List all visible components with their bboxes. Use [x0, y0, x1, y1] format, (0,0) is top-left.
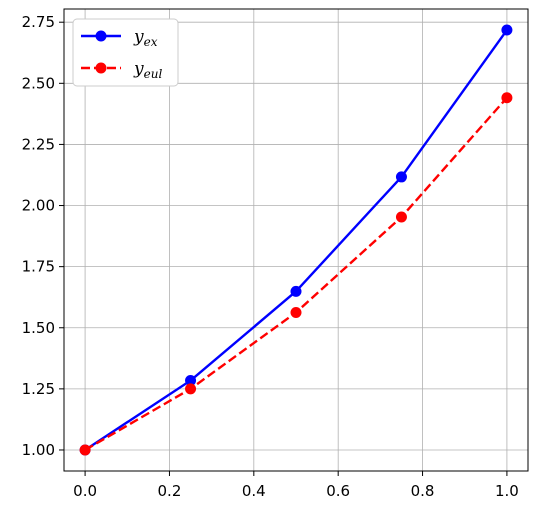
legend-label-eul: yeul: [133, 59, 162, 81]
data-point-eul: [185, 383, 197, 395]
y-tick-label: 2.25: [22, 135, 55, 153]
data-point-eul: [395, 211, 407, 223]
legend-label-ex-sub: ex: [144, 35, 158, 49]
y-tick-label: 2.75: [22, 13, 55, 31]
legend-marker-ex: [95, 30, 107, 42]
x-tick-label: 0.6: [326, 482, 350, 500]
legend: yex yeul: [72, 18, 179, 87]
x-tick-label: 0.0: [73, 482, 97, 500]
data-point-ex: [395, 171, 407, 183]
axes: [63, 8, 529, 472]
data-point-ex: [185, 375, 197, 387]
y-tick-label: 1.75: [22, 258, 55, 276]
y-tick-label: 1.00: [22, 441, 55, 459]
data-point-ex: [501, 24, 513, 36]
legend-label-eul-sub: eul: [144, 67, 163, 81]
grid-lines: [64, 9, 528, 471]
series: [79, 24, 513, 456]
data-point-eul: [79, 444, 91, 456]
x-tick-label: 1.0: [495, 482, 519, 500]
legend-label-ex: yex: [133, 27, 158, 49]
x-tick-label: 0.4: [242, 482, 266, 500]
series-line-ex: [84, 29, 508, 451]
legend-label-eul-main: y: [133, 59, 144, 79]
y-tick-label: 1.50: [22, 319, 55, 337]
x-tick-label: 0.2: [158, 482, 182, 500]
y-axis-ticks: 1.00 1.25 1.50 1.75 2.00 2.25 2.50 2.75: [22, 13, 64, 459]
data-point-eul: [501, 92, 513, 104]
y-tick-label: 2.00: [22, 197, 55, 215]
x-axis-ticks: 0.0 0.2 0.4 0.6 0.8 1.0: [73, 471, 519, 500]
data-point-ex: [290, 285, 302, 297]
plot-frame: [63, 8, 529, 472]
x-tick-label: 0.8: [411, 482, 435, 500]
series-line-eul: [84, 96, 508, 452]
legend-marker-eul: [95, 62, 107, 74]
data-point-eul: [290, 306, 302, 318]
y-tick-label: 2.50: [22, 74, 55, 92]
legend-label-ex-main: y: [133, 27, 144, 47]
y-tick-label: 1.25: [22, 380, 55, 398]
